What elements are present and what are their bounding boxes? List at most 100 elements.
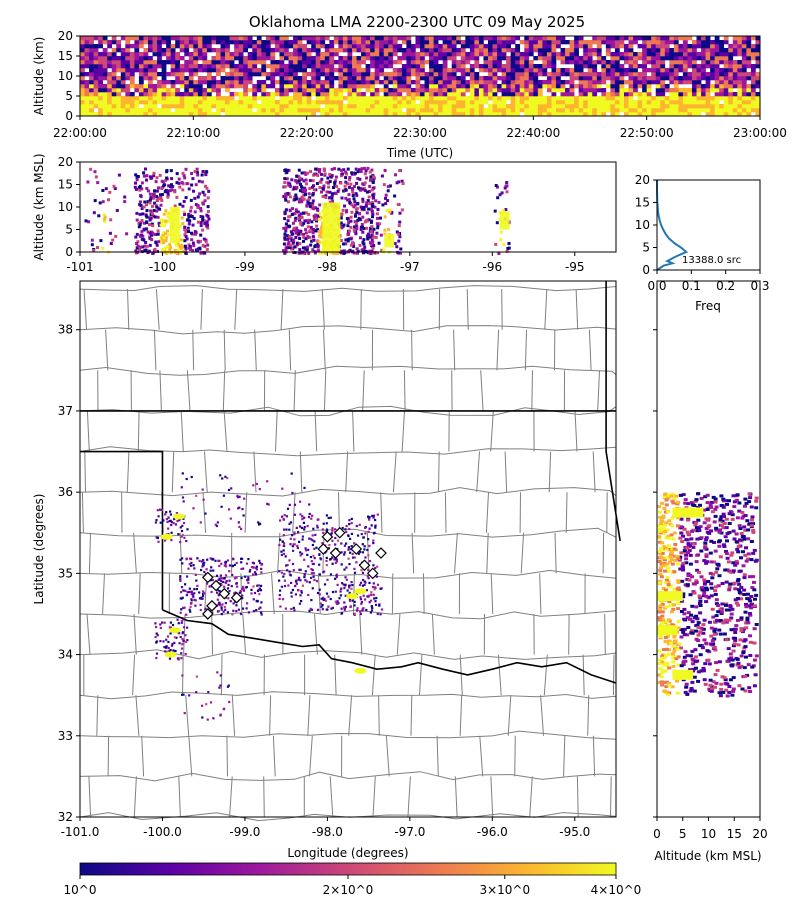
time-altitude-cell	[537, 40, 543, 45]
longitude-altitude-source	[501, 209, 505, 213]
longitude-altitude-source	[307, 201, 311, 205]
time-altitude-cell	[460, 40, 466, 45]
time-altitude-cell	[84, 56, 90, 61]
longitude-altitude-source	[166, 245, 170, 249]
time-altitude-cell	[483, 108, 489, 113]
time-altitude-cell	[497, 112, 502, 117]
time-altitude-cell	[732, 68, 738, 73]
time-altitude-cell	[755, 40, 761, 45]
longitude-altitude-source	[283, 177, 287, 181]
time-altitude-cell	[524, 52, 530, 57]
longitude-altitude-source	[295, 181, 299, 185]
time-altitude-cell	[524, 44, 530, 49]
plan-view-source	[350, 587, 353, 590]
time-altitude-cell	[120, 52, 126, 57]
time-altitude-cell	[741, 88, 747, 93]
time-altitude-cell	[256, 52, 262, 57]
time-altitude-cell	[320, 68, 326, 73]
county-line	[126, 451, 130, 493]
time-altitude-cell	[333, 40, 339, 45]
plan-view-source	[253, 591, 257, 595]
county-line	[352, 410, 355, 452]
time-altitude-cell	[401, 100, 407, 105]
time-altitude-cell	[302, 48, 307, 53]
time-altitude-cell	[297, 76, 303, 81]
time-altitude-cell	[583, 64, 589, 69]
time-altitude-cell	[478, 76, 484, 81]
time-altitude-cell	[415, 96, 421, 101]
time-altitude-cell	[361, 68, 366, 73]
time-altitude-cell	[157, 56, 162, 61]
time-altitude-cell	[410, 68, 416, 73]
plan-view-source	[241, 557, 244, 560]
time-altitude-cell	[279, 52, 285, 57]
time-altitude-cell	[365, 56, 371, 61]
time-altitude-cell	[723, 96, 729, 101]
longitude-altitude-source	[177, 177, 181, 181]
longitude-altitude-source	[497, 252, 501, 255]
plan-view-source	[331, 590, 335, 594]
time-altitude-xlabel: Time (UTC)	[386, 146, 453, 160]
time-altitude-cell	[347, 56, 353, 61]
time-altitude-cell	[438, 92, 443, 97]
time-altitude-cell	[750, 56, 756, 61]
plan-view-source	[192, 595, 195, 598]
plan-view-source	[368, 516, 371, 519]
time-altitude-cell	[148, 48, 153, 53]
longitude-altitude-source	[375, 222, 379, 226]
plan-view-source	[321, 604, 324, 607]
longitude-altitude-source	[96, 246, 99, 249]
time-altitude-cell	[138, 108, 144, 113]
plan-view-source	[285, 564, 288, 567]
time-altitude-cell	[578, 72, 584, 77]
time-altitude-cell	[737, 60, 743, 65]
time-altitude-cell	[184, 36, 190, 41]
time-altitude-cell	[442, 88, 448, 93]
county-line	[171, 451, 175, 493]
time-altitude-cell	[633, 104, 638, 109]
longitude-altitude-source	[312, 228, 316, 232]
time-altitude-cell	[238, 60, 244, 65]
time-altitude-cell	[89, 36, 94, 41]
county-line	[84, 451, 86, 493]
plan-view-source	[325, 564, 328, 567]
time-altitude-cell	[551, 60, 557, 65]
longitude-altitude-source	[152, 209, 156, 212]
time-altitude-cell	[701, 108, 706, 113]
time-altitude-cell	[143, 76, 149, 81]
time-altitude-cell	[302, 60, 307, 65]
plan-view-source	[288, 528, 291, 531]
plan-view-source	[198, 591, 201, 594]
time-altitude-cell	[719, 60, 725, 65]
plan-view-source	[164, 513, 167, 516]
time-altitude-cell	[202, 64, 208, 69]
time-altitude-cell	[352, 108, 357, 113]
time-altitude-cell	[429, 112, 434, 117]
time-altitude-cell	[741, 76, 747, 81]
time-altitude-cell	[565, 60, 570, 65]
plan-view-source	[246, 579, 249, 582]
longitude-altitude-source	[361, 230, 365, 234]
longitude-altitude-source	[156, 215, 160, 219]
time-altitude-cell	[188, 44, 194, 49]
time-altitude-cell	[420, 60, 425, 65]
plan-view-source	[245, 562, 248, 565]
time-altitude-cell	[216, 40, 221, 45]
time-altitude-cell	[447, 112, 453, 117]
longitude-altitude-source	[340, 196, 344, 200]
time-altitude-cell	[519, 68, 525, 73]
time-altitude-cell	[352, 92, 357, 97]
time-altitude-cell	[624, 108, 629, 113]
longitude-altitude-source	[400, 208, 404, 212]
time-altitude-cell	[329, 92, 335, 97]
time-altitude-cell	[329, 100, 335, 105]
time-altitude-cell	[338, 56, 344, 61]
plan-view-source	[155, 625, 158, 629]
time-altitude-cell	[111, 68, 117, 73]
time-altitude-cell	[320, 84, 326, 89]
time-altitude-cell	[710, 112, 715, 117]
plan-view-source	[200, 568, 203, 572]
time-altitude-cell	[392, 68, 398, 73]
time-altitude-cell	[442, 104, 448, 109]
longitude-altitude-source	[320, 190, 323, 194]
